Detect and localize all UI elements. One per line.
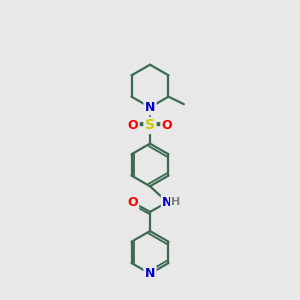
Text: N: N — [145, 101, 155, 114]
Text: N: N — [162, 196, 173, 209]
Text: O: O — [127, 196, 138, 209]
Text: S: S — [145, 118, 155, 133]
Text: N: N — [145, 267, 155, 280]
Text: O: O — [128, 119, 138, 132]
Text: O: O — [162, 119, 172, 132]
Text: H: H — [171, 197, 180, 207]
